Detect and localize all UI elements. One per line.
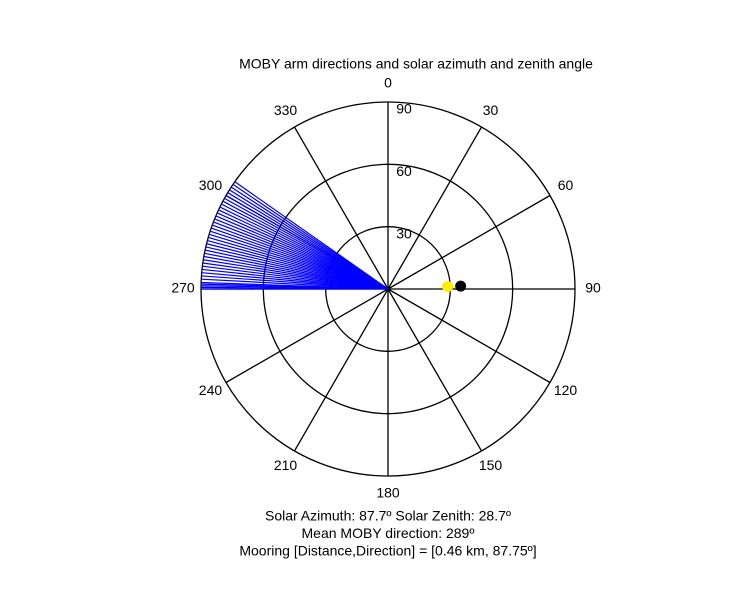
theta-tick-label: 180 (376, 485, 400, 501)
theta-tick-label: 270 (171, 280, 195, 296)
r-tick-label: 60 (396, 163, 412, 179)
annotation: Mean MOBY direction: 289º (302, 525, 475, 541)
annotation: Solar Azimuth: 87.7º Solar Zenith: 28.7º (265, 508, 511, 524)
grid-spoke (387, 194, 551, 290)
grid-spoke (293, 126, 389, 290)
theta-tick-label: 30 (483, 102, 499, 118)
grid-spoke (387, 288, 551, 384)
point (455, 280, 467, 292)
theta-tick-label: 0 (384, 75, 392, 91)
theta-tick-label: 90 (585, 280, 601, 296)
grid-spoke (387, 126, 483, 290)
theta-tick-label: 240 (199, 382, 223, 398)
grid-spoke (293, 288, 389, 452)
grid-spoke (225, 288, 389, 384)
theta-tick-label: 120 (554, 382, 578, 398)
r-tick-label: 90 (396, 101, 412, 117)
arm-direction (234, 181, 389, 290)
annotation: Mooring [Distance,Direction] = [0.46 km,… (239, 543, 536, 559)
point (442, 281, 454, 293)
theta-tick-label: 330 (274, 102, 298, 118)
grid-spoke (387, 288, 483, 452)
theta-tick-label: 210 (274, 457, 298, 473)
theta-tick-label: 150 (479, 457, 503, 473)
theta-tick-label: 60 (558, 177, 574, 193)
r-tick-label: 30 (396, 225, 412, 241)
theta-tick-label: 300 (199, 177, 223, 193)
chart-title: MOBY arm directions and solar azimuth an… (239, 56, 593, 72)
